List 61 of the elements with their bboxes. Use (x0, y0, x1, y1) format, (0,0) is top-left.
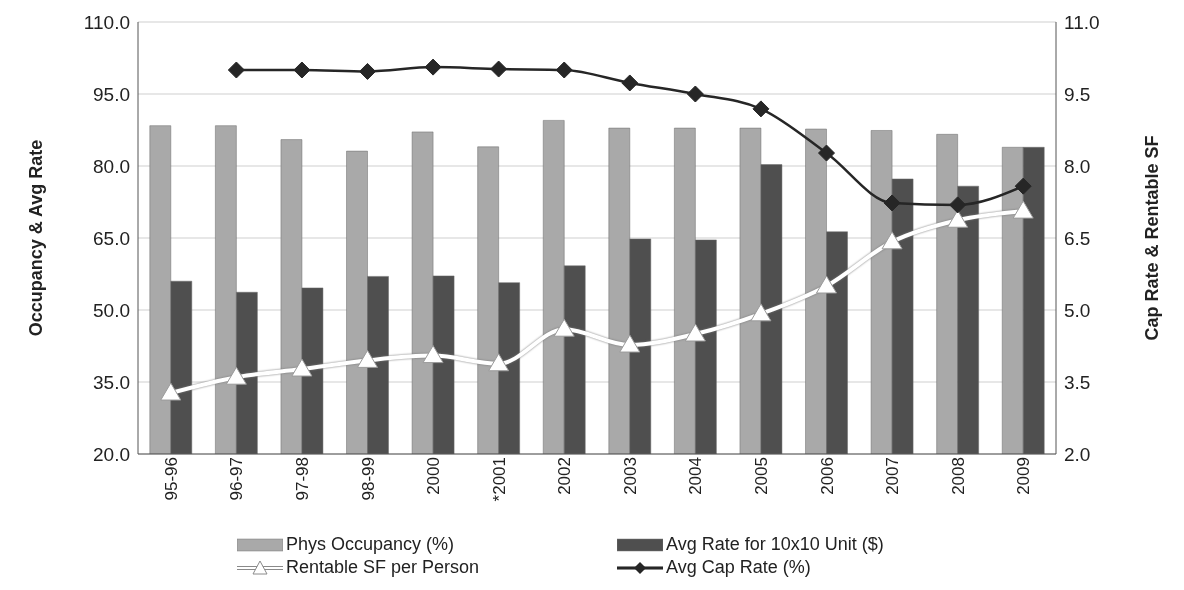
y2-tick-label: 11.0 (1064, 11, 1100, 33)
point (881, 231, 903, 250)
point (752, 100, 770, 118)
point (488, 353, 510, 372)
x-tick-label: 2003 (620, 457, 640, 495)
legend-label: Avg Cap Rate (%) (666, 557, 811, 578)
x-tick-label: 2004 (686, 457, 706, 495)
x-tick-label: 2002 (555, 457, 575, 495)
point (359, 62, 376, 80)
point (621, 74, 639, 92)
point (553, 318, 575, 337)
point (422, 345, 444, 364)
legend-label: Phys Occupancy (%) (286, 534, 455, 555)
y-tick-label: 20.0 (93, 443, 130, 465)
x-tick-label: 98-99 (358, 457, 378, 501)
y2-axis-title: Cap Rate & Rentable SF (1142, 135, 1163, 341)
point (555, 61, 573, 79)
point (1014, 177, 1032, 195)
x-tick-label: 97-98 (293, 457, 312, 501)
y-tick-label: 95.0 (93, 83, 130, 105)
y-tick-label: 80.0 (93, 155, 130, 177)
point (816, 275, 837, 294)
point (225, 366, 247, 385)
y2-tick-label: 3.5 (1064, 371, 1091, 393)
point (490, 60, 508, 78)
x-tick-label: 2009 (1014, 457, 1034, 495)
point (291, 358, 313, 377)
x-tick-label: 2006 (817, 457, 837, 495)
legend-label: Rentable SF per Person (286, 557, 480, 578)
x-tick-label: 2005 (752, 457, 771, 495)
point (883, 194, 901, 212)
x-tick-label: 95-96 (161, 457, 181, 501)
y-tick-label: 50.0 (93, 299, 130, 321)
y-axis-title: Occupancy & Avg Rate (26, 139, 47, 337)
point (357, 349, 378, 368)
point (947, 209, 969, 228)
y2-tick-label: 8.0 (1064, 155, 1091, 177)
y2-tick-label: 2.0 (1064, 443, 1091, 465)
x-tick-label: 2007 (883, 457, 903, 495)
y-tick-label: 65.0 (93, 227, 130, 249)
y-tick-label: 35.0 (93, 371, 130, 393)
x-tick-label: 2008 (948, 457, 968, 495)
point (424, 58, 442, 76)
point (750, 303, 772, 322)
point (619, 334, 641, 353)
y2-tick-label: 9.5 (1064, 83, 1091, 105)
x-tick-label: 2000 (424, 457, 444, 495)
point (293, 61, 311, 79)
point (686, 85, 704, 103)
point (684, 323, 706, 342)
y-tick-label: 110.0 (83, 11, 130, 33)
x-tick-label: *2001 (489, 457, 509, 502)
y2-tick-label: 5.0 (1064, 299, 1091, 321)
legend-label: Avg Rate for 10x10 Unit ($) (666, 534, 884, 555)
point (1012, 200, 1034, 219)
point (227, 61, 245, 79)
point (818, 144, 835, 162)
point (949, 196, 967, 214)
y2-tick-label: 6.5 (1064, 227, 1091, 249)
x-tick-label: 96-97 (227, 457, 247, 501)
point (160, 382, 182, 401)
